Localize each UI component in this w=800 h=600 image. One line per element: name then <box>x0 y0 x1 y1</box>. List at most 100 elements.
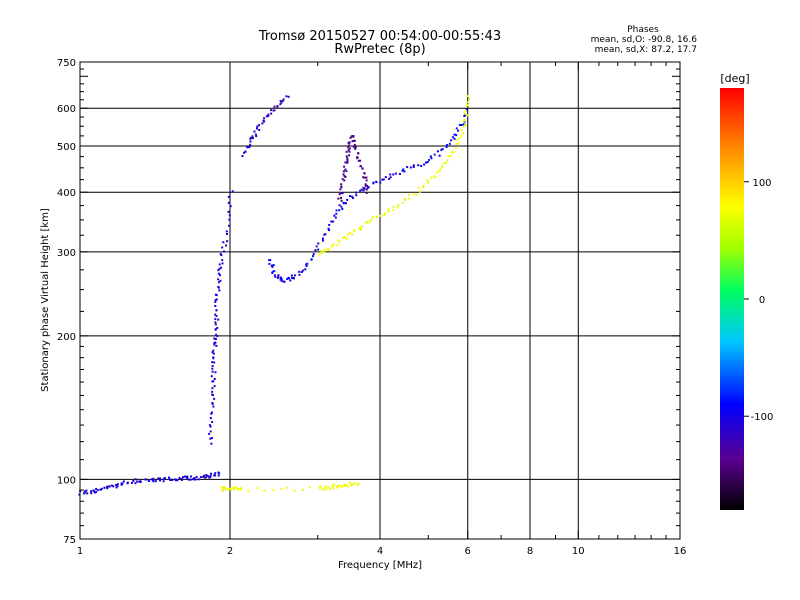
data-point <box>436 150 439 153</box>
data-point <box>359 189 362 192</box>
data-point <box>450 139 453 142</box>
data-point <box>212 352 215 355</box>
data-point <box>213 361 216 364</box>
data-point <box>351 135 354 138</box>
data-point <box>273 105 276 108</box>
data-point <box>347 485 350 488</box>
data-point <box>182 476 184 479</box>
data-point <box>280 279 283 282</box>
data-point <box>293 489 296 492</box>
data-point <box>349 231 351 234</box>
data-point <box>184 475 186 478</box>
data-point <box>301 488 304 491</box>
data-point <box>364 183 367 186</box>
data-point <box>279 103 282 106</box>
data-point <box>86 492 89 495</box>
data-point <box>382 178 385 181</box>
data-point <box>287 276 290 279</box>
data-point <box>276 276 279 279</box>
data-point <box>359 159 362 162</box>
data-point <box>90 492 93 495</box>
data-point <box>211 361 214 364</box>
data-point <box>139 481 142 483</box>
data-point <box>352 145 355 148</box>
data-point <box>441 165 444 168</box>
data-point <box>323 250 326 253</box>
data-point <box>115 486 118 489</box>
data-point <box>429 155 432 158</box>
data-point <box>209 425 212 428</box>
data-point <box>375 180 378 183</box>
data-point <box>349 195 351 198</box>
data-point <box>458 137 461 140</box>
data-point <box>271 270 274 273</box>
data-point <box>455 147 458 150</box>
data-point <box>343 165 346 168</box>
data-point <box>338 240 341 243</box>
data-point <box>408 197 411 200</box>
data-point <box>334 216 337 219</box>
data-point <box>271 265 274 268</box>
data-point <box>422 186 425 189</box>
data-point <box>216 335 219 338</box>
data-point <box>85 489 88 492</box>
data-point <box>249 140 252 143</box>
data-point <box>460 124 463 126</box>
data-point <box>223 486 226 488</box>
data-point <box>279 100 282 102</box>
data-point <box>186 477 189 480</box>
data-point <box>215 294 218 297</box>
data-point <box>457 129 460 132</box>
data-point <box>235 486 238 489</box>
data-point <box>360 188 363 191</box>
data-point <box>221 262 224 265</box>
data-point <box>354 146 357 149</box>
data-point <box>228 218 231 221</box>
data-point <box>309 486 312 489</box>
data-point <box>403 198 406 200</box>
data-point <box>324 233 327 236</box>
data-point <box>258 124 261 127</box>
data-point <box>225 230 228 233</box>
data-point <box>392 205 395 208</box>
data-point <box>268 262 271 265</box>
data-point <box>344 161 347 164</box>
data-point <box>105 485 108 488</box>
data-point <box>345 202 347 205</box>
data-point <box>227 210 230 213</box>
data-point <box>419 190 422 193</box>
data-point <box>158 477 161 480</box>
data-point <box>310 258 313 261</box>
data-point <box>387 210 390 213</box>
data-point <box>202 475 205 478</box>
data-point <box>406 166 409 169</box>
x-tick-label: 4 <box>377 546 383 557</box>
data-point <box>457 142 460 145</box>
data-point <box>134 482 137 485</box>
data-point <box>205 474 208 476</box>
data-point <box>340 199 343 202</box>
data-point <box>353 482 356 485</box>
data-point <box>365 179 368 182</box>
data-point <box>344 168 347 171</box>
data-point <box>169 478 172 481</box>
data-point <box>461 132 464 135</box>
data-point <box>199 476 202 479</box>
data-point <box>348 144 351 147</box>
data-point <box>359 227 362 229</box>
data-point <box>401 169 404 172</box>
data-point <box>236 488 239 491</box>
data-point <box>293 274 296 277</box>
data-point <box>345 237 348 240</box>
data-point <box>249 143 252 146</box>
data-point <box>317 242 320 245</box>
data-point <box>131 482 133 484</box>
data-point <box>213 343 216 346</box>
data-point <box>213 385 216 388</box>
data-point <box>448 142 451 145</box>
data-point <box>222 241 225 244</box>
colorbar-ticks: 100 0 -100 <box>744 178 773 423</box>
data-point <box>323 487 326 490</box>
data-point <box>227 201 230 204</box>
data-point <box>449 155 452 157</box>
